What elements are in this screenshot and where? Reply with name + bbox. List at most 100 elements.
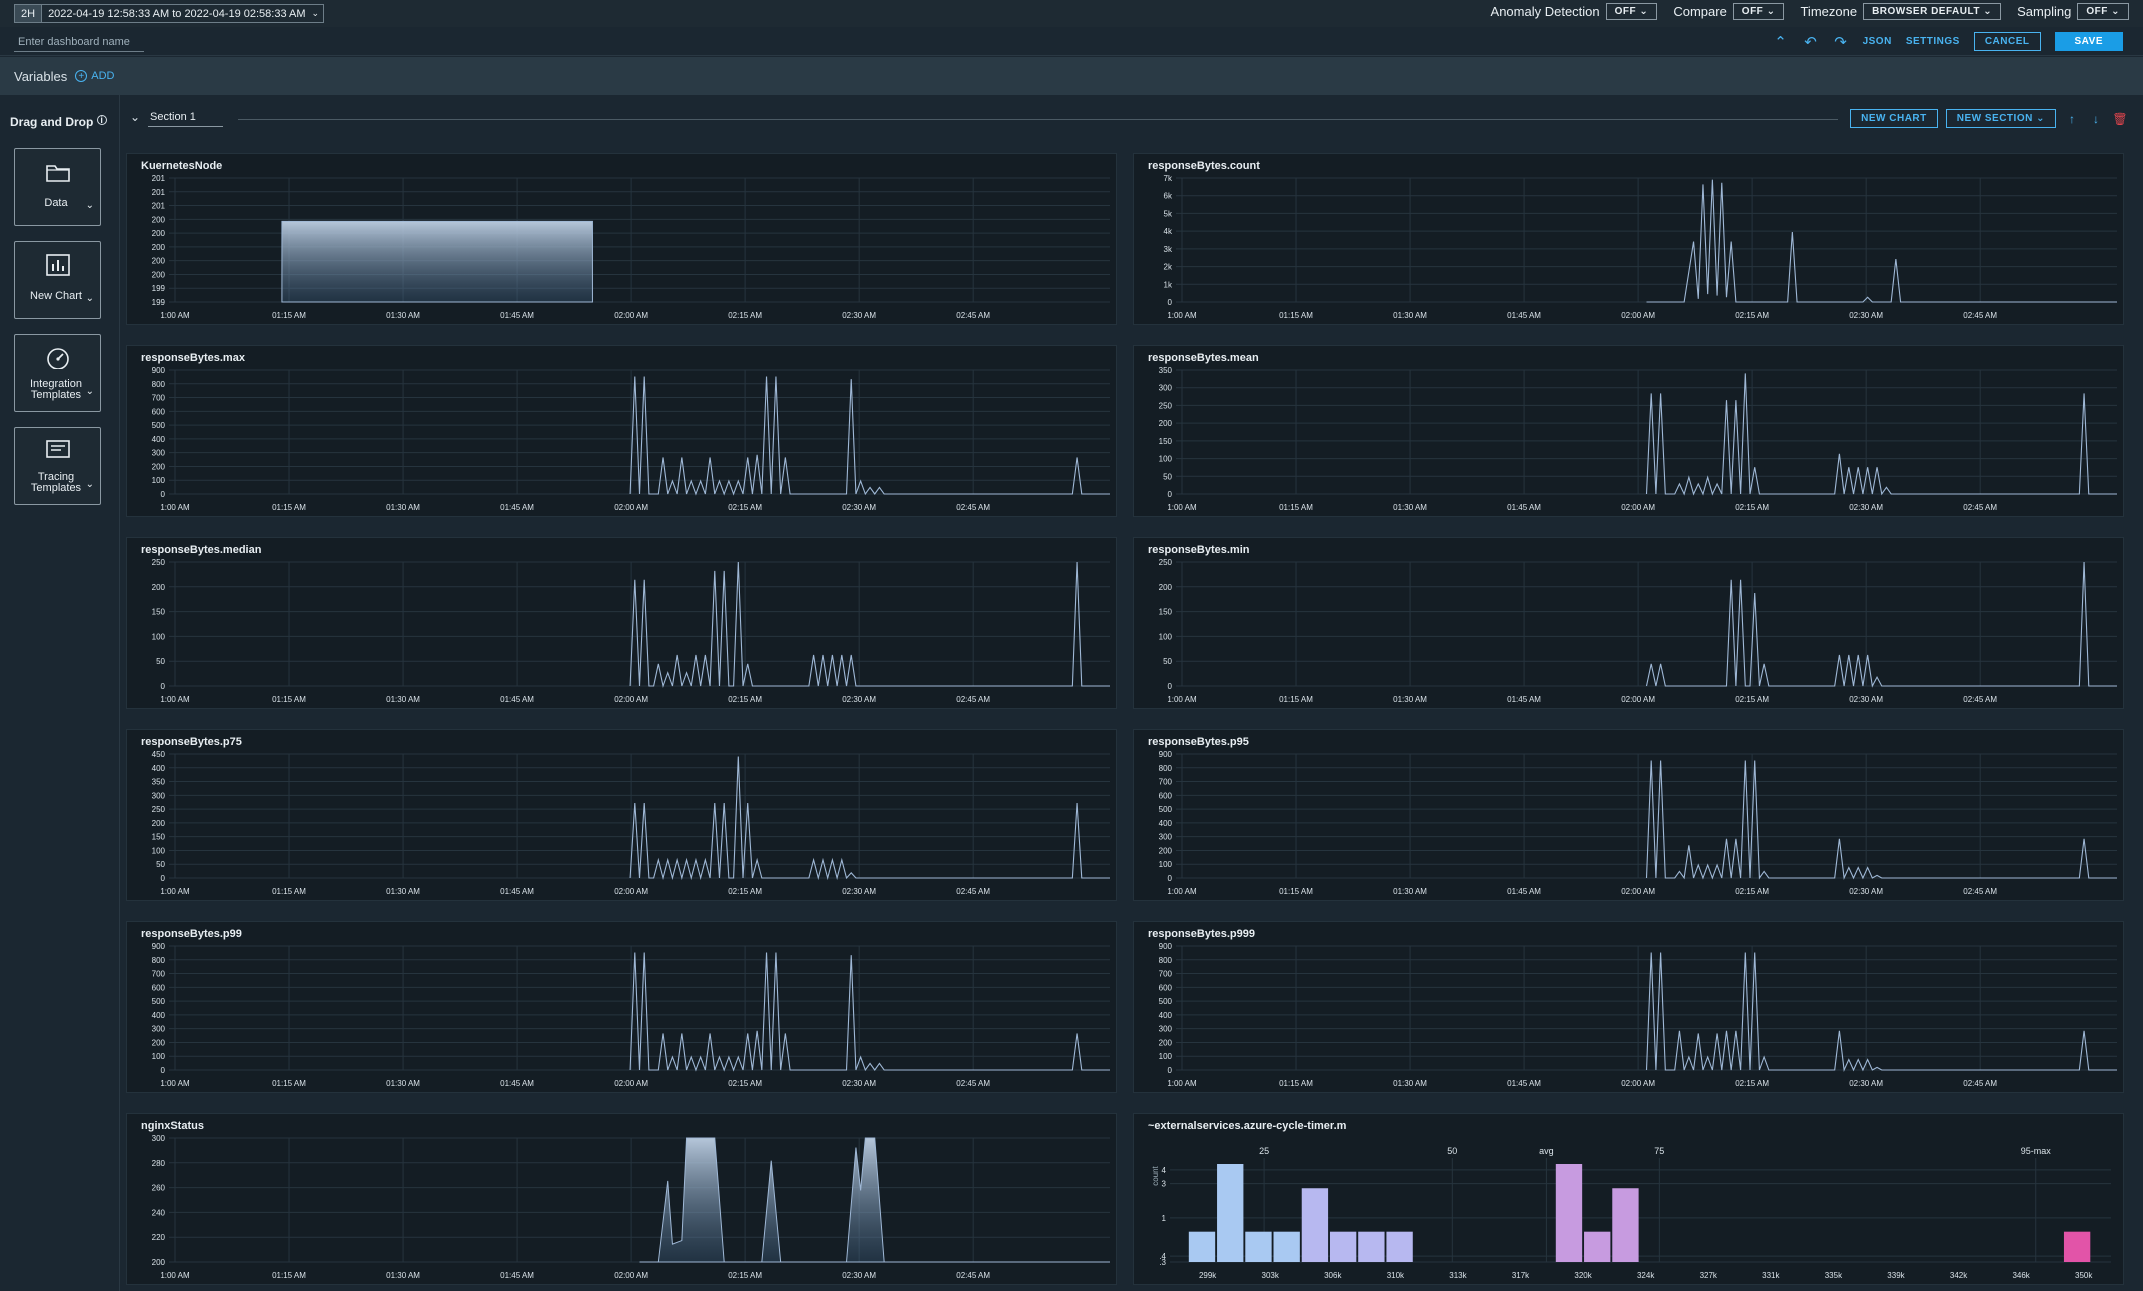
y-tick-label: 0 (1168, 682, 1173, 691)
series-line (1645, 952, 2117, 1073)
y-tick-label: 700 (1159, 970, 1173, 979)
y-tick-label: 0 (1168, 1066, 1173, 1075)
settings-button[interactable]: SETTINGS (1905, 36, 1960, 47)
time-range-text[interactable]: 2022-04-19 12:58:33 AM to 2022-04-19 02:… (48, 7, 306, 20)
x-tick-label: 01:30 AM (1393, 695, 1427, 704)
arrow-up-icon[interactable]: ↑ (2069, 111, 2075, 126)
anomaly-detection-toggle[interactable]: OFF ⌄ (1605, 3, 1658, 20)
sidebar-title: Drag and Drop i (10, 115, 107, 129)
chart-title: responseBytes.p75 (141, 736, 242, 748)
arrow-down-icon[interactable]: ↓ (2093, 111, 2099, 126)
tool-tracing-templates[interactable]: Tracing Templates ⌄ (14, 427, 101, 505)
chart-panel[interactable]: ~externalservices.azure-cycle-timer.m .3.… (1133, 1113, 2124, 1285)
undo-icon[interactable]: ↶ (1804, 33, 1817, 51)
y-tick-label: 300 (1159, 1025, 1173, 1034)
tool-data[interactable]: Data ⌄ (14, 148, 101, 226)
new-chart-button[interactable]: NEW CHART (1850, 109, 1938, 128)
compare-toggle[interactable]: OFF ⌄ (1732, 3, 1785, 20)
x-tick-label: 335k (1825, 1271, 1843, 1280)
y-tick-label: 201 (152, 202, 166, 211)
x-tick-label: 02:15 AM (728, 1271, 762, 1280)
x-tick-label: 02:30 AM (842, 1079, 876, 1088)
x-tick-label: 02:15 AM (728, 887, 762, 896)
x-tick-label: 342k (1950, 1271, 1968, 1280)
y-tick-label: .3 (1159, 1258, 1166, 1267)
x-tick-label: 01:15 AM (272, 695, 306, 704)
y-tick-label: 150 (152, 608, 166, 617)
chart-panel[interactable]: KuernetesNode 199 199 200 200 200 200 200 201 201… (126, 153, 1117, 325)
collapse-up-icon[interactable]: ⌃ (1774, 33, 1787, 51)
x-tick-label: 02:45 AM (956, 695, 990, 704)
y-tick-label: 201 (152, 174, 166, 183)
chart-panel[interactable]: responseBytes.p75 0 50 100 150 200 250 300 350 40… (126, 729, 1117, 901)
bar-chart-icon (15, 254, 100, 279)
x-tick-label: 1:00 AM (160, 887, 190, 896)
x-tick-label: 324k (1637, 1271, 1655, 1280)
json-button[interactable]: JSON (1862, 36, 1892, 47)
chevron-down-icon[interactable]: ⌄ (85, 386, 94, 397)
tool-integration-templates[interactable]: Integration Templates ⌄ (14, 334, 101, 412)
x-tick-label: 303k (1262, 1271, 1280, 1280)
x-tick-label: 1:00 AM (160, 311, 190, 320)
chart-panel[interactable]: responseBytes.min 0 50 100 150 200 250 1:00 AM 0… (1133, 537, 2124, 709)
y-tick-label: 900 (152, 942, 166, 951)
y-tick-label: 700 (152, 394, 166, 403)
chevron-down-icon[interactable]: ⌄ (311, 8, 320, 18)
chart-panel[interactable]: responseBytes.median 0 50 100 150 200 250 1:00 … (126, 537, 1117, 709)
chart-panel[interactable]: responseBytes.max 0 100 200 300 400 500 600 700 8… (126, 345, 1117, 517)
y-tick-label: 900 (1159, 942, 1173, 951)
chart-panel[interactable]: nginxStatus 200 220 240 260 280 300 1:00 AM 01:1… (126, 1113, 1117, 1285)
section-name-input[interactable]: Section 1 (148, 111, 223, 127)
variables-bar: Variables + ADD (0, 57, 2143, 95)
time-range-picker[interactable]: 2H 2022-04-19 12:58:33 AM to 2022-04-19 … (14, 4, 325, 23)
chevron-down-icon[interactable]: ⌄ (85, 293, 94, 304)
folder-icon (15, 161, 100, 186)
series-area (639, 1137, 1110, 1263)
x-tick-label: 02:00 AM (1621, 1079, 1655, 1088)
chart-panel[interactable]: responseBytes.count 0 1k 2k 3k 4k 5k 6k 7k 1:00 A… (1133, 153, 2124, 325)
percentile-label: 50 (1447, 1146, 1457, 1156)
chevron-down-icon[interactable]: ⌄ (85, 479, 94, 490)
x-tick-label: 02:30 AM (842, 1271, 876, 1280)
top-controls: Anomaly Detection OFF ⌄ Compare OFF ⌄ Ti… (1491, 3, 2129, 20)
dashboard-name-input[interactable] (14, 32, 144, 52)
histogram-bar (1188, 1231, 1216, 1262)
tool-new-chart[interactable]: New Chart ⌄ (14, 241, 101, 319)
y-tick-label: 200 (152, 270, 166, 279)
x-tick-label: 02:00 AM (614, 695, 648, 704)
y-tick-label: 150 (152, 833, 166, 842)
y-tick-label: 0 (161, 682, 166, 691)
x-tick-label: 317k (1512, 1271, 1530, 1280)
y-tick-label: 200 (152, 462, 166, 471)
redo-icon[interactable]: ↷ (1834, 33, 1847, 51)
x-tick-label: 02:45 AM (1963, 887, 1997, 896)
chart-panel[interactable]: responseBytes.p99 0 100 200 300 400 500 600 700 8… (126, 921, 1117, 1093)
new-section-button[interactable]: NEW SECTION ⌄ (1945, 109, 2056, 128)
y-tick-label: 100 (1159, 1052, 1173, 1061)
chevron-down-icon[interactable]: ⌄ (85, 200, 94, 211)
sampling-label: Sampling (2017, 4, 2072, 19)
chart-panel[interactable]: responseBytes.p999 0 100 200 300 400 500 600 700… (1133, 921, 2124, 1093)
cancel-button[interactable]: CANCEL (1973, 32, 2041, 51)
x-tick-label: 1:00 AM (160, 1079, 190, 1088)
x-tick-label: 02:30 AM (842, 887, 876, 896)
x-tick-label: 01:15 AM (1279, 1079, 1313, 1088)
chart-panel[interactable]: responseBytes.p95 0 100 200 300 400 500 600 700 8… (1133, 729, 2124, 901)
histogram-bar (1301, 1188, 1329, 1262)
timezone-select[interactable]: BROWSER DEFAULT ⌄ (1863, 3, 2002, 20)
info-icon[interactable]: i (96, 115, 107, 125)
y-tick-label: .4 (1159, 1252, 1166, 1261)
y-tick-label: 250 (152, 558, 166, 567)
y-tick-label: 201 (152, 188, 166, 197)
x-tick-label: 01:45 AM (1507, 503, 1541, 512)
save-button[interactable]: SAVE (2054, 32, 2123, 51)
range-preset-button[interactable]: 2H (15, 5, 43, 22)
trash-icon[interactable]: 🗑 (2112, 111, 2128, 126)
sampling-toggle[interactable]: OFF ⌄ (2077, 3, 2129, 20)
add-variable-button[interactable]: + ADD (75, 70, 114, 82)
percentile-label: 95-max (2021, 1146, 2052, 1156)
chevron-down-icon[interactable]: ⌄ (130, 110, 141, 124)
y-tick-label: 1 (1162, 1214, 1167, 1223)
y-tick-label: 800 (1159, 764, 1173, 773)
chart-panel[interactable]: responseBytes.mean 0 50 100 150 200 250 300 350 1… (1133, 345, 2124, 517)
